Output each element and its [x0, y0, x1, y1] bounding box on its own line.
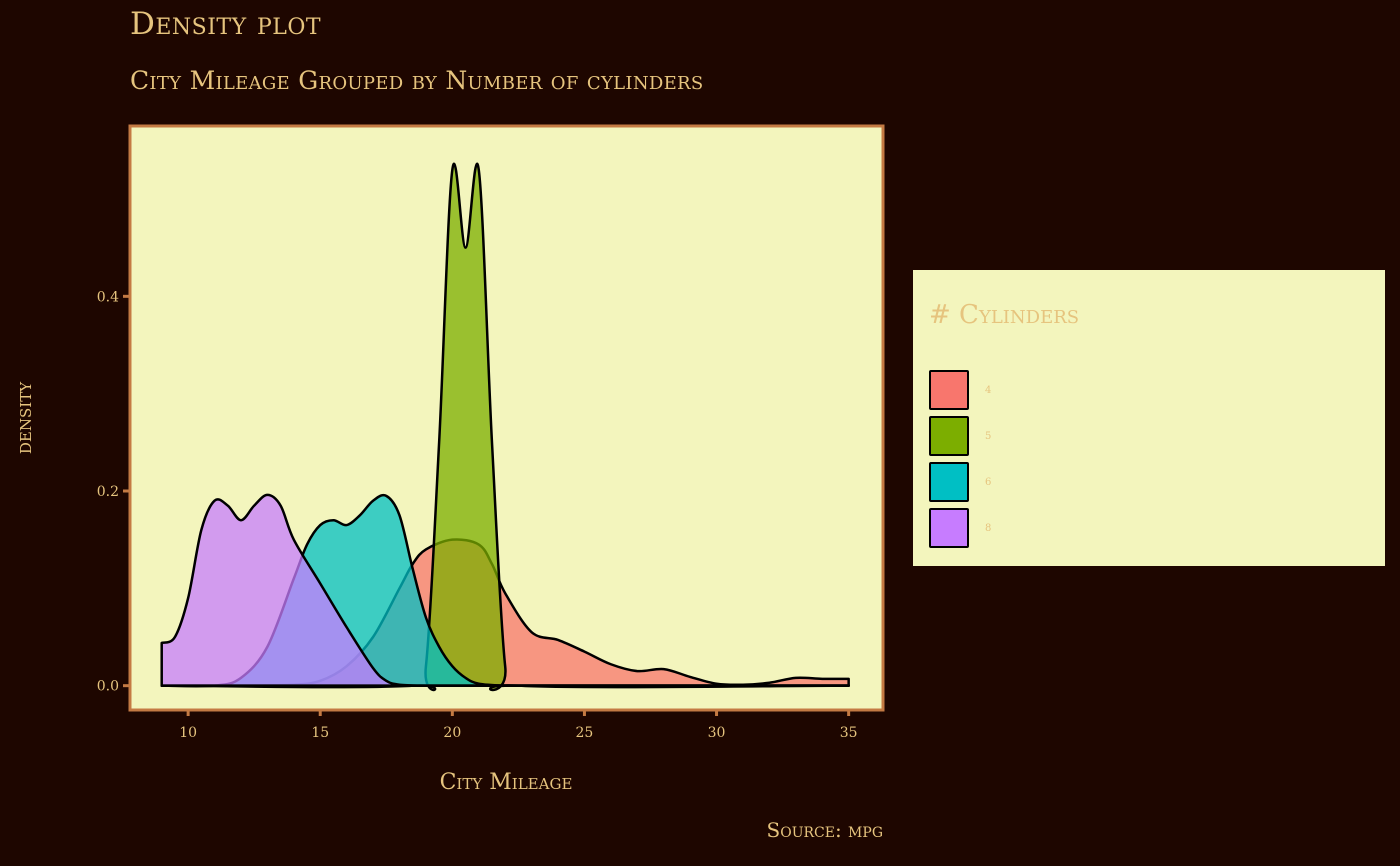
legend-label: 4	[985, 384, 992, 396]
legend-label: 5	[985, 430, 992, 442]
legend-swatch	[929, 370, 969, 410]
legend-swatch	[929, 416, 969, 456]
legend-label: 8	[985, 522, 992, 534]
y-tick-label: 0.4	[97, 289, 119, 305]
x-tick-label: 15	[311, 725, 329, 741]
legend-item-5: 5	[929, 413, 991, 459]
x-tick-label: 25	[576, 725, 594, 741]
legend-item-6: 6	[929, 459, 991, 505]
chart-subtitle: City Mileage Grouped by Number of cylind…	[130, 66, 704, 95]
y-tick-label: 0.0	[97, 679, 119, 695]
density-area-8	[160, 493, 850, 687]
legend-swatch	[929, 462, 969, 502]
legend-items: 4 5 6 8	[929, 367, 991, 551]
legend-label: 6	[985, 476, 992, 488]
x-tick-label: 20	[443, 725, 461, 741]
x-tick-label: 35	[840, 725, 858, 741]
chart-title: Density plot	[130, 6, 322, 42]
legend-title: # Cylinders	[929, 300, 1080, 330]
plot-panel-border	[128, 124, 885, 712]
legend-swatch	[929, 508, 969, 548]
x-axis-label: City Mileage	[439, 770, 573, 795]
x-tick-label: 30	[708, 725, 726, 741]
y-axis-label: density	[12, 381, 36, 455]
y-tick-label: 0.2	[97, 484, 119, 500]
legend: # Cylinders 4 5 6 8	[913, 270, 1385, 566]
x-tick-label: 10	[179, 725, 197, 741]
legend-item-8: 8	[929, 505, 991, 551]
chart-caption: Source: mpg	[766, 818, 883, 842]
legend-item-4: 4	[929, 367, 991, 413]
